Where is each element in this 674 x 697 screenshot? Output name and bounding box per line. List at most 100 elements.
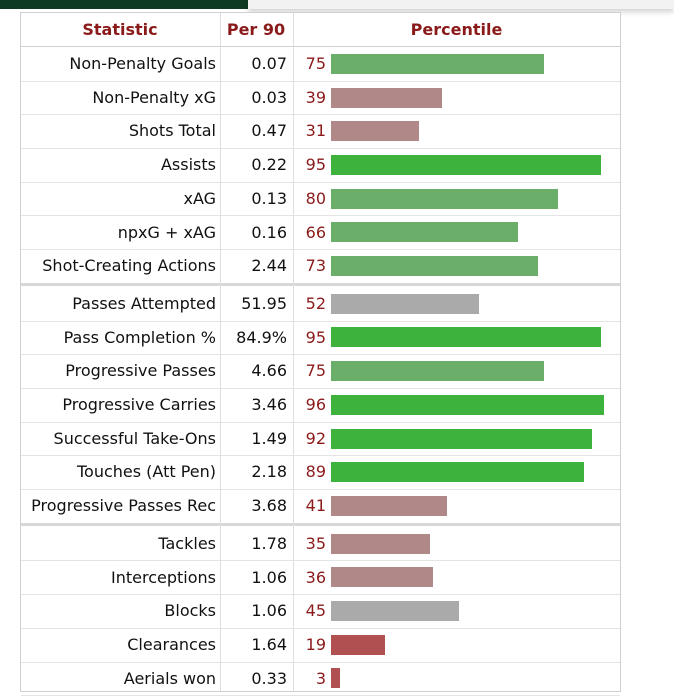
- per90-value: 0.22: [251, 155, 287, 175]
- per90-value: 0.07: [251, 54, 287, 73]
- percentile-label: 36: [305, 567, 326, 587]
- header-per90: Per 90: [226, 20, 286, 39]
- percentile-label: 96: [305, 395, 326, 414]
- per90-value: 1.64: [251, 634, 287, 654]
- table-row: Passes Attempted 51.95 52: [21, 287, 620, 322]
- percentile-bar: [331, 222, 519, 243]
- per90-value: 0.03: [251, 87, 287, 107]
- table-row: Assists 0.22 95: [21, 148, 620, 183]
- percentile-bar: [331, 53, 544, 74]
- per90-value: 1.06: [251, 601, 287, 621]
- per90-value: 2.44: [251, 256, 287, 276]
- statistic-label: Non-Penalty Goals: [69, 54, 216, 73]
- percentile-label: 52: [305, 293, 326, 313]
- table-row: Progressive Passes 4.66 75: [21, 354, 620, 389]
- table-row: Pass Completion % 84.9% 95: [21, 321, 620, 356]
- percentile-label: 75: [305, 361, 326, 381]
- statistic-label: Clearances: [127, 634, 216, 654]
- per90-value: 0.16: [251, 222, 287, 242]
- percentile-bar: [331, 327, 601, 348]
- table-row: Successful Take-Ons 1.49 92: [21, 422, 620, 457]
- header-statistic: Statistic: [82, 20, 158, 39]
- table-row: Touches (Att Pen) 2.18 89: [21, 455, 620, 491]
- per90-value: 0.13: [251, 188, 287, 208]
- per90-value: 1.78: [251, 533, 287, 553]
- table-row: Shots Total 0.47 31: [21, 114, 620, 150]
- percentile-bar: [331, 462, 584, 483]
- table-row: Progressive Passes Rec 3.68 41: [21, 489, 620, 524]
- percentile-bar: [331, 188, 559, 209]
- per90-value: 4.66: [251, 361, 287, 381]
- percentile-label: 3: [315, 668, 326, 688]
- table-row: Interceptions 1.06 36: [21, 561, 620, 596]
- statistic-label: Pass Completion %: [63, 327, 216, 347]
- per90-value: 84.9%: [236, 327, 287, 347]
- percentile-label: 45: [305, 601, 326, 621]
- statistic-label: Passes Attempted: [72, 293, 216, 313]
- percentile-bar: [331, 121, 420, 142]
- percentile-bar: [331, 154, 601, 175]
- percentile-bar: [331, 533, 431, 554]
- statistic-label: npxG + xAG: [117, 222, 216, 242]
- statistic-label: Aerials won: [123, 668, 216, 688]
- statistic-label: Progressive Carries: [62, 395, 216, 414]
- percentile-bar: [331, 601, 459, 622]
- statistic-label: Progressive Passes: [65, 361, 216, 381]
- percentile-label: 66: [305, 222, 326, 242]
- percentile-bar: [331, 668, 340, 689]
- percentile-label: 95: [305, 155, 326, 175]
- statistic-label: xAG: [183, 188, 216, 208]
- percentile-label: 73: [305, 256, 326, 276]
- percentile-bar: [331, 256, 539, 277]
- statistic-label: Tackles: [158, 533, 216, 553]
- percentile-label: 39: [305, 87, 326, 107]
- percentile-bar: [331, 634, 385, 655]
- table-row: Clearances 1.64 19: [21, 628, 620, 663]
- percentile-label: 35: [305, 533, 326, 553]
- column-divider: [220, 13, 221, 691]
- table-row: xAG 0.13 80: [21, 182, 620, 217]
- per90-value: 1.06: [251, 567, 287, 587]
- table-header: Statistic Per 90 Percentile: [21, 13, 620, 47]
- header-percentile: Percentile: [410, 20, 503, 39]
- top-bar-light: [248, 0, 674, 9]
- table-row: Tackles 1.78 35: [21, 527, 620, 562]
- statistic-label: Interceptions: [111, 567, 216, 587]
- per90-value: 51.95: [241, 293, 287, 313]
- statistic-label: Non-Penalty xG: [92, 87, 216, 107]
- column-divider: [293, 13, 294, 691]
- group-separator: [21, 522, 620, 526]
- percentile-bar: [331, 567, 434, 588]
- percentile-bar: [331, 293, 479, 314]
- group-separator: [21, 282, 620, 286]
- statistic-label: Progressive Passes Rec: [31, 496, 216, 516]
- statistic-label: Shot-Creating Actions: [42, 256, 216, 276]
- percentile-label: 31: [305, 121, 326, 141]
- percentile-bar: [331, 87, 442, 108]
- statistic-label: Shots Total: [128, 121, 216, 141]
- table-row: Shot-Creating Actions 2.44 73: [21, 249, 620, 284]
- percentile-bar: [331, 495, 448, 516]
- percentile-label: 80: [305, 188, 326, 208]
- per90-value: 0.33: [251, 668, 287, 688]
- percentile-label: 19: [305, 634, 326, 654]
- per90-value: 0.47: [251, 121, 287, 141]
- percentile-table: Statistic Per 90 Percentile Non-Penalty …: [20, 12, 621, 697]
- table-row: Aerials won 0.33 3: [21, 662, 620, 697]
- percentile-label: 92: [305, 428, 326, 448]
- statistic-label: Blocks: [164, 601, 216, 621]
- percentile-label: 89: [305, 462, 326, 482]
- per90-value: 2.18: [251, 462, 287, 482]
- table-row: npxG + xAG 0.16 66: [21, 216, 620, 251]
- table-row: Non-Penalty Goals 0.07 75: [21, 47, 620, 82]
- per90-value: 3.68: [251, 496, 287, 516]
- percentile-label: 95: [305, 327, 326, 347]
- per90-value: 1.49: [251, 428, 287, 448]
- percentile-bar: [331, 361, 544, 382]
- percentile-label: 41: [305, 496, 326, 516]
- statistic-label: Touches (Att Pen): [76, 462, 216, 482]
- percentile-bar: [331, 394, 604, 415]
- table-row: Blocks 1.06 45: [21, 594, 620, 629]
- table-row: Progressive Carries 3.46 96: [21, 388, 620, 423]
- statistic-label: Assists: [160, 155, 216, 175]
